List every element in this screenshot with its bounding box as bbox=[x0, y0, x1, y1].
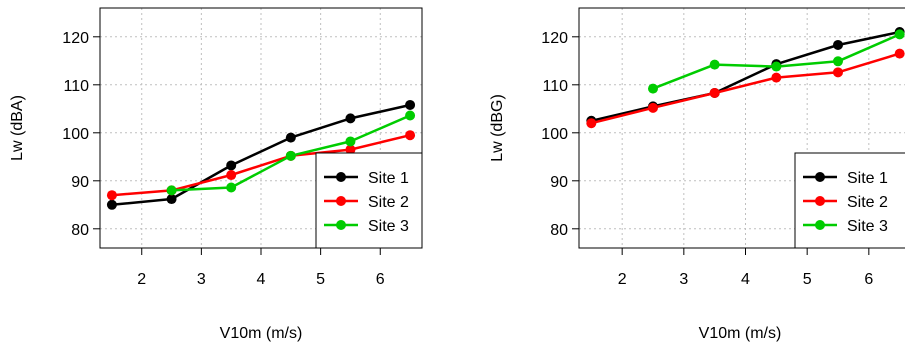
y-tick-label: 90 bbox=[550, 174, 568, 191]
series-site-2-line bbox=[111, 133, 411, 197]
x-axis-title: V10m (m/s) bbox=[220, 325, 303, 342]
chart-panel-1: 2 3 4 5 6 80 90 100 110 120 V10m (m/s) Lw (dBA) Site… bbox=[9, 7, 423, 342]
series-site-1-point bbox=[345, 113, 356, 124]
y-tick-label: 80 bbox=[71, 222, 89, 239]
series-site-2-point bbox=[405, 130, 416, 141]
series-site-1-point bbox=[405, 99, 416, 110]
series-site-2-point bbox=[345, 144, 356, 155]
y-tick-label: 120 bbox=[541, 30, 568, 47]
y-tick-label: 90 bbox=[71, 174, 89, 191]
y-tick-label: 100 bbox=[541, 126, 568, 143]
legend-label: Site 2 bbox=[847, 194, 888, 211]
x-tick-label: 2 bbox=[137, 271, 146, 288]
x-axis-title: V10m (m/s) bbox=[699, 325, 782, 342]
series-site-1-point bbox=[166, 194, 177, 205]
series-site-2-line bbox=[590, 52, 901, 125]
legend-label: Site 1 bbox=[368, 170, 409, 187]
series-site-3-point bbox=[709, 59, 720, 70]
series-group bbox=[106, 99, 416, 210]
series-site-1-point bbox=[285, 132, 296, 143]
series-site-2-point bbox=[894, 48, 905, 59]
x-tick-label: 4 bbox=[257, 271, 266, 288]
legend-swatch-marker bbox=[336, 172, 346, 182]
series-site-2-point bbox=[106, 190, 117, 201]
series-site-3-point bbox=[345, 136, 356, 147]
y-axis-title: Lw (dBA) bbox=[9, 95, 26, 161]
x-tick-label: 2 bbox=[618, 271, 627, 288]
series-site-2-point bbox=[709, 87, 720, 98]
x-tick-label: 6 bbox=[864, 271, 873, 288]
series-site-1-point bbox=[833, 39, 843, 50]
y-tick-label: 110 bbox=[542, 78, 568, 95]
legend-swatch-marker bbox=[336, 220, 346, 230]
series-site-3-point bbox=[771, 61, 782, 72]
series-site-2-point bbox=[586, 118, 597, 129]
series-site-2-point bbox=[833, 67, 843, 78]
series-site-3-point bbox=[226, 182, 237, 193]
legend-item-site-1: Site 1 bbox=[324, 170, 409, 187]
legend-swatch-marker bbox=[815, 172, 825, 182]
x-tick-label: 3 bbox=[197, 271, 206, 288]
series-site-2-point bbox=[226, 170, 237, 181]
chart-panel-2: 2 3 4 5 6 80 90 100 110 120 V10m (m/s) Lw (dBG) Site… bbox=[489, 7, 905, 342]
y-axis-title: Lw (dBG) bbox=[489, 94, 506, 162]
legend: Site 1 Site 2 Site 3 bbox=[794, 152, 905, 249]
series-site-3-point bbox=[405, 110, 416, 121]
series-group bbox=[586, 27, 905, 129]
series-site-3-point bbox=[648, 83, 658, 94]
series-site-3-point bbox=[166, 185, 177, 196]
series-site-1-point bbox=[106, 199, 117, 210]
legend-label: Site 1 bbox=[847, 170, 888, 187]
legend-item-site-1: Site 1 bbox=[803, 170, 888, 187]
series-site-1-point bbox=[226, 160, 237, 171]
x-tick-label: 3 bbox=[679, 271, 688, 288]
series-site-1-line bbox=[111, 103, 411, 207]
x-tick-label: 5 bbox=[803, 271, 812, 288]
y-tick-label: 80 bbox=[550, 222, 568, 239]
y-tick-label: 100 bbox=[62, 126, 89, 143]
legend-item-site-3: Site 3 bbox=[803, 218, 888, 235]
x-tick-label: 5 bbox=[316, 271, 325, 288]
x-tick-label: 4 bbox=[741, 271, 750, 288]
legend-swatch-marker bbox=[336, 196, 346, 206]
legend-swatch-marker bbox=[815, 196, 825, 206]
series-site-3-point bbox=[833, 56, 843, 67]
legend-item-site-2: Site 2 bbox=[324, 194, 409, 211]
series-site-2-point bbox=[648, 102, 658, 113]
y-tick-label: 120 bbox=[62, 30, 89, 47]
legend-swatch-marker bbox=[815, 220, 825, 230]
legend-item-site-2: Site 2 bbox=[803, 194, 888, 211]
series-site-2-point bbox=[771, 72, 782, 83]
legend-label: Site 2 bbox=[368, 194, 409, 211]
legend-item-site-3: Site 3 bbox=[324, 218, 409, 235]
legend-label: Site 3 bbox=[847, 218, 888, 235]
series-site-3-point bbox=[285, 150, 296, 161]
x-tick-label: 6 bbox=[376, 271, 385, 288]
legend-label: Site 3 bbox=[368, 218, 409, 235]
y-tick-label: 110 bbox=[63, 78, 89, 95]
legend: Site 1 Site 2 Site 3 bbox=[315, 152, 423, 249]
series-site-1-line bbox=[591, 30, 900, 123]
series-site-3-point bbox=[894, 29, 905, 40]
